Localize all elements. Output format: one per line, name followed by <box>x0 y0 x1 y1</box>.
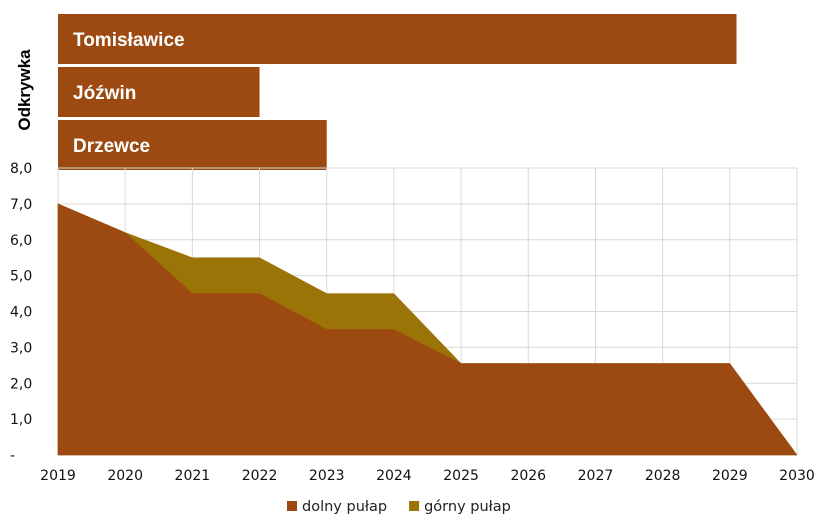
legend-swatch <box>409 501 420 511</box>
y-tick-label: 5,0 <box>10 269 32 285</box>
gantt-bar-label: Tomisławice <box>73 30 185 51</box>
y-tick-label: 2,0 <box>10 376 32 392</box>
y-tick-label: 6,0 <box>10 233 32 249</box>
area-series <box>57 203 798 456</box>
gantt-bar <box>58 67 260 117</box>
y-axis-ticks: - 1,0 2,0 3,0 4,0 5,0 6,0 7,0 8,0 <box>10 161 32 464</box>
x-tick-label: 2026 <box>510 468 546 484</box>
gantt-bar-label: Jóźwin <box>73 83 136 104</box>
x-tick-label: 2028 <box>645 468 681 484</box>
x-tick-label: 2021 <box>175 468 211 484</box>
x-tick-label: 2022 <box>242 468 278 484</box>
x-tick-label: 2030 <box>779 468 815 484</box>
x-tick-label: 2023 <box>309 468 345 484</box>
y-tick-label: 7,0 <box>10 197 32 213</box>
x-tick-label: 2027 <box>578 468 614 484</box>
x-tick-label: 2019 <box>40 468 76 484</box>
x-axis-ticks: 2019 2020 2021 2022 2023 2024 2025 2026 2027 2028… <box>40 468 815 484</box>
x-tick-label: 2025 <box>443 468 479 484</box>
y-axis-label: Odkrywka <box>15 49 34 131</box>
legend: dolny pułap górny pułap <box>287 499 511 515</box>
y-tick-label: 4,0 <box>10 305 32 321</box>
legend-label: górny pułap <box>424 499 511 515</box>
y-tick-label: - <box>10 448 15 464</box>
gantt-bar <box>58 14 737 64</box>
y-tick-label: 8,0 <box>10 161 32 177</box>
x-tick-label: 2020 <box>107 468 143 484</box>
x-tick-label: 2029 <box>712 468 748 484</box>
gantt-bars: Tomisławice Jóźwin Drzewce <box>58 14 737 170</box>
legend-swatch <box>287 501 297 511</box>
y-tick-label: 3,0 <box>10 340 32 356</box>
y-tick-label: 1,0 <box>10 412 32 428</box>
gantt-bar <box>58 120 327 170</box>
plot-area <box>57 203 798 456</box>
gantt-bar-label: Drzewce <box>73 136 150 157</box>
x-tick-label: 2024 <box>376 468 412 484</box>
legend-label: dolny pułap <box>302 499 387 515</box>
